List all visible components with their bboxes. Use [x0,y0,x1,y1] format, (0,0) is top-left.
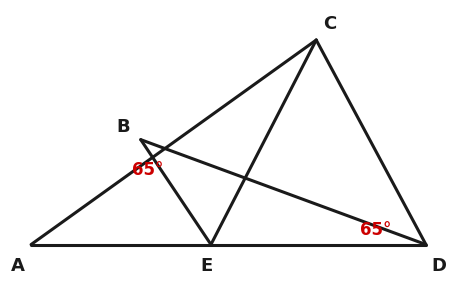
Text: C: C [323,15,336,33]
Text: A: A [11,256,25,274]
Text: 65°: 65° [132,161,163,179]
Text: E: E [201,256,213,274]
Text: 65°: 65° [360,221,391,239]
Text: D: D [431,256,446,274]
Text: B: B [117,117,130,136]
